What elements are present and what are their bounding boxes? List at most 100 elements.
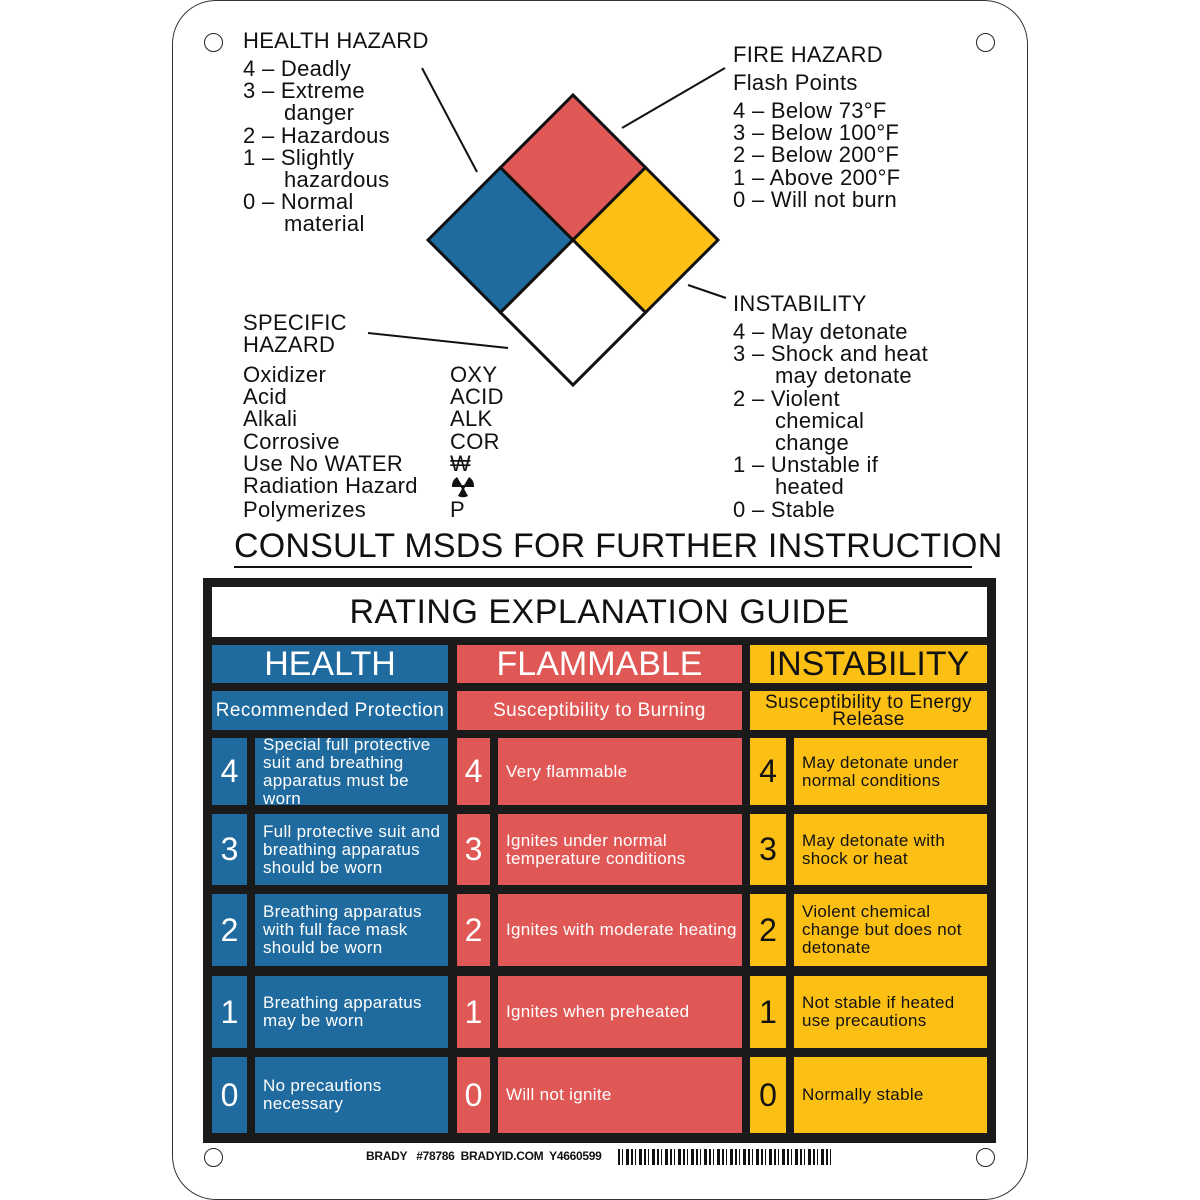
column-header-health-text: HEALTH [264, 644, 396, 683]
fire-hazard-line: 2 – Below 200°F [733, 142, 900, 168]
diamond-special-quadrant [498, 237, 648, 388]
column-header-flammable: FLAMMABLE [457, 645, 742, 683]
rating-description: Ignites under normal temperature conditi… [498, 814, 742, 885]
rating-number: 3 [750, 814, 786, 885]
nfpa-diamond [367, 67, 727, 388]
rating-number-text: 2 [464, 911, 483, 948]
health-hazard-line: material [284, 211, 365, 237]
column-header-instability-text: INSTABILITY [767, 644, 970, 683]
specific-hazard-title: SPECIFIC [243, 310, 347, 335]
leader-line-specific [367, 332, 509, 349]
rating-description: Violent chemical change but does not det… [794, 894, 987, 966]
rating-number-text: 4 [220, 753, 239, 789]
mounting-hole [976, 1148, 995, 1167]
instability-line: 3 – Shock and heat [733, 341, 928, 367]
rating-description-text: May detonate with shock or heat [802, 830, 946, 868]
instability-line: 1 – Unstable if [733, 452, 879, 478]
rating-number-text: 1 [759, 993, 777, 1030]
instability-line: chemical [775, 407, 865, 433]
fire-hazard-line: 3 – Below 100°F [733, 120, 900, 146]
specific-hazard-code: P [450, 497, 465, 523]
specific-hazard-title: HAZARD [243, 332, 336, 357]
column-subheader-flammable-text: Susceptibility to Burning [493, 700, 706, 721]
specific-hazard-label: Alkali [243, 406, 298, 432]
column-subheader-instability-text: Susceptibility to Energy Release [764, 691, 973, 730]
instability-line: 2 – Violent [733, 385, 840, 411]
instability-title: INSTABILITY [733, 291, 867, 316]
rating-number-text: 3 [464, 831, 483, 867]
rating-description-text: May detonate under normal conditions [802, 752, 959, 790]
fire-hazard-subtitle: Flash Points [733, 70, 858, 95]
rating-number: 3 [212, 814, 247, 885]
health-hazard-line: 1 – Slightly [243, 144, 355, 170]
specific-hazard-code: COR [450, 428, 500, 454]
mounting-hole [204, 33, 223, 52]
rating-description-text: Violent chemical change but does not det… [802, 902, 962, 957]
rating-description: Breathing apparatus may be worn [255, 976, 448, 1048]
rating-number: 1 [750, 976, 786, 1048]
specific-hazard-label: Oxidizer [243, 362, 327, 387]
rating-description: Ignites when preheated [498, 976, 742, 1048]
specific-hazard-label: Radiation Hazard [243, 473, 418, 498]
rating-description: Not stable if heated use precautions [794, 976, 987, 1048]
rating-description: Ignites with moderate heating [498, 894, 742, 966]
rating-description: No precautions necessary [255, 1057, 448, 1133]
rating-number: 2 [457, 894, 490, 966]
mounting-hole [204, 1148, 223, 1167]
fire-hazard-line: 1 – Above 200°F [733, 164, 901, 190]
rating-explanation-guide: RATING EXPLANATION GUIDE HEALTH Recommend… [203, 578, 996, 1143]
rating-description-text: Will not ignite [506, 1085, 612, 1104]
instability-line: 4 – May detonate [733, 319, 908, 344]
instability-line: may detonate [775, 363, 912, 389]
specific-hazard-code: ₩ [450, 450, 472, 476]
rating-number: 2 [750, 894, 786, 966]
consult-msds-notice: CONSULT MSDS FOR FURTHER INSTRUCTION [234, 528, 1002, 568]
rating-number: 4 [212, 738, 247, 805]
rating-description: Full protective suit and breathing appar… [255, 814, 448, 885]
rating-description-text: Full protective suit and breathing appar… [263, 821, 441, 877]
specific-hazard-label: Polymerizes [243, 497, 367, 523]
rating-description: Special full protective suit and breathi… [255, 734, 448, 808]
column-subheader-health: Recommended Protection [212, 691, 448, 730]
rating-number-text: 4 [759, 753, 777, 789]
rating-number: 4 [750, 738, 786, 805]
column-subheader-flammable: Susceptibility to Burning [457, 691, 742, 730]
rating-description-text: Not stable if heated use precautions [802, 993, 955, 1030]
guide-title: RATING EXPLANATION GUIDE [212, 587, 987, 637]
rating-number: 3 [457, 814, 490, 885]
rating-description: Breathing apparatus with full face mask … [255, 894, 448, 966]
footer-label: BRADY #78786 BRADYID.COM Y4660599 [366, 1149, 602, 1163]
rating-number: 0 [212, 1057, 247, 1133]
fire-hazard-title: FIRE HAZARD [733, 42, 883, 67]
brady-logo: BRADY [366, 1149, 408, 1163]
barcode [618, 1149, 832, 1165]
part-number: #78786 [416, 1149, 455, 1163]
product-code: Y4660599 [549, 1149, 602, 1163]
rating-description: May detonate under normal conditions [794, 738, 987, 805]
specific-hazard-code: ACID [450, 384, 504, 410]
column-header-instability: INSTABILITY [750, 645, 987, 683]
rating-description-text: Special full protective suit and breathi… [263, 734, 431, 808]
rating-number-text: 1 [220, 993, 239, 1030]
website: BRADYID.COM [460, 1149, 544, 1163]
radiation-icon [451, 477, 475, 498]
leader-line-instability [687, 284, 727, 299]
rating-description: Very flammable [498, 738, 742, 805]
column-header-health: HEALTH [212, 645, 448, 683]
fire-hazard-line: 4 – Below 73°F [733, 98, 887, 123]
rating-number-text: 3 [220, 831, 239, 867]
rating-number-text: 3 [759, 831, 777, 867]
rating-number: 1 [457, 976, 490, 1048]
mounting-hole [976, 33, 995, 52]
rating-description-text: No precautions necessary [263, 1076, 382, 1113]
rating-number: 0 [750, 1057, 786, 1133]
health-hazard-line: 2 – Hazardous [243, 122, 390, 148]
health-hazard-line: 0 – Normal [243, 189, 354, 215]
rating-number: 0 [457, 1057, 490, 1133]
rating-description: Normally stable [794, 1057, 987, 1133]
health-hazard-line: 3 – Extreme [243, 78, 365, 104]
rating-number-text: 0 [464, 1076, 483, 1113]
rating-number-text: 4 [464, 753, 483, 789]
health-hazard-line: 4 – Deadly [243, 56, 352, 81]
rating-description-text: Ignites under normal temperature conditi… [506, 830, 686, 868]
